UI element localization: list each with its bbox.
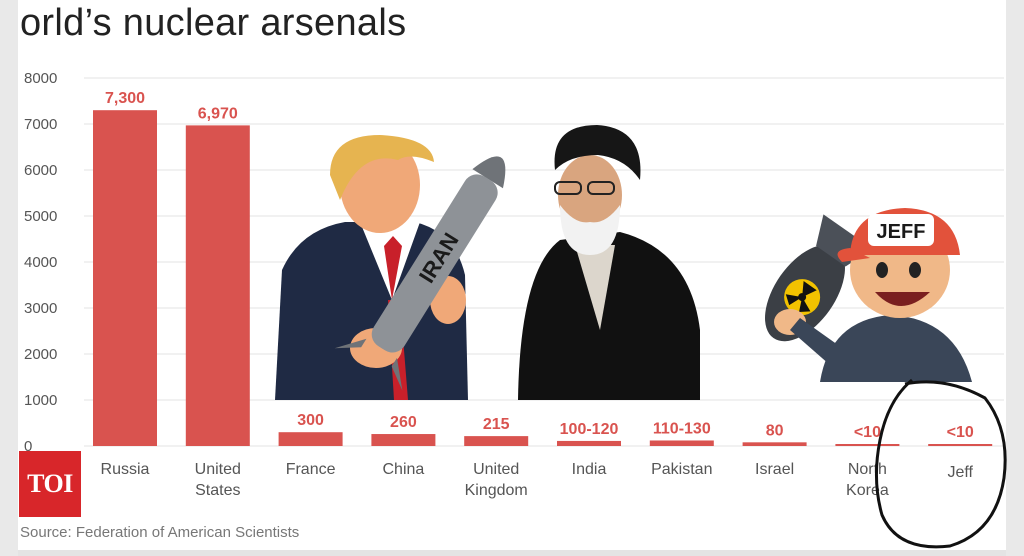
data-labels: 7,300 6,970 300 260 215 100-120 110-130 80 <10 <1… [105,90,974,441]
y-tick-label: 3000 [24,300,57,317]
x-tick-label: India [572,461,607,478]
cartoon-boy-icon: JEFF [774,208,972,382]
y-tick-label: 8000 [24,70,57,87]
bar [278,432,343,446]
y-tick-label: 1000 [24,392,57,409]
bars [93,110,993,446]
cap-label: JEFF [877,221,926,243]
y-tick-label: 0 [24,438,32,455]
bar [835,444,900,446]
y-tick-label: 7000 [24,116,57,133]
bar [557,440,621,446]
data-label: 80 [766,422,784,439]
hand-drawn-circle-icon [874,378,1007,549]
bar [649,440,714,446]
y-axis-ticks: 0 1000 2000 3000 4000 5000 6000 7000 8000 [24,70,57,455]
data-label: <10 [947,424,974,441]
data-label: 215 [483,416,510,433]
x-tick-label: Russia [101,461,150,478]
x-tick-label: United [473,461,519,478]
data-label: 260 [390,414,417,431]
data-label: 6,970 [198,105,238,122]
y-tick-label: 6000 [24,162,57,179]
bar [185,125,250,446]
data-label: 100-120 [560,421,619,438]
y-tick-label: 5000 [24,208,57,225]
toi-logo: TOI [19,451,81,517]
source-note: Source: Federation of American Scientist… [20,524,300,541]
chart-title: orld’s nuclear arsenals [20,2,407,44]
bar [928,444,993,446]
cleric-icon [518,125,700,400]
bar [371,434,436,446]
data-label: 7,300 [105,90,145,107]
data-label: 110-130 [653,420,711,437]
x-tick-label: States [195,482,240,499]
bar [93,110,157,446]
x-tick-label: Kingdom [465,482,528,499]
x-tick-label: United [195,461,241,478]
bar [464,436,529,446]
y-tick-label: 4000 [24,254,57,271]
y-tick-label: 2000 [24,346,57,363]
bar [742,442,807,446]
x-tick-label: China [382,461,424,478]
data-label: 300 [297,412,324,429]
x-tick-label: France [286,461,336,478]
bottom-divider [18,550,1006,556]
x-tick-label: Pakistan [651,461,712,478]
x-tick-label: Israel [755,461,794,478]
data-label: <10 [854,424,881,441]
x-tick-label: Jeff [947,464,973,481]
